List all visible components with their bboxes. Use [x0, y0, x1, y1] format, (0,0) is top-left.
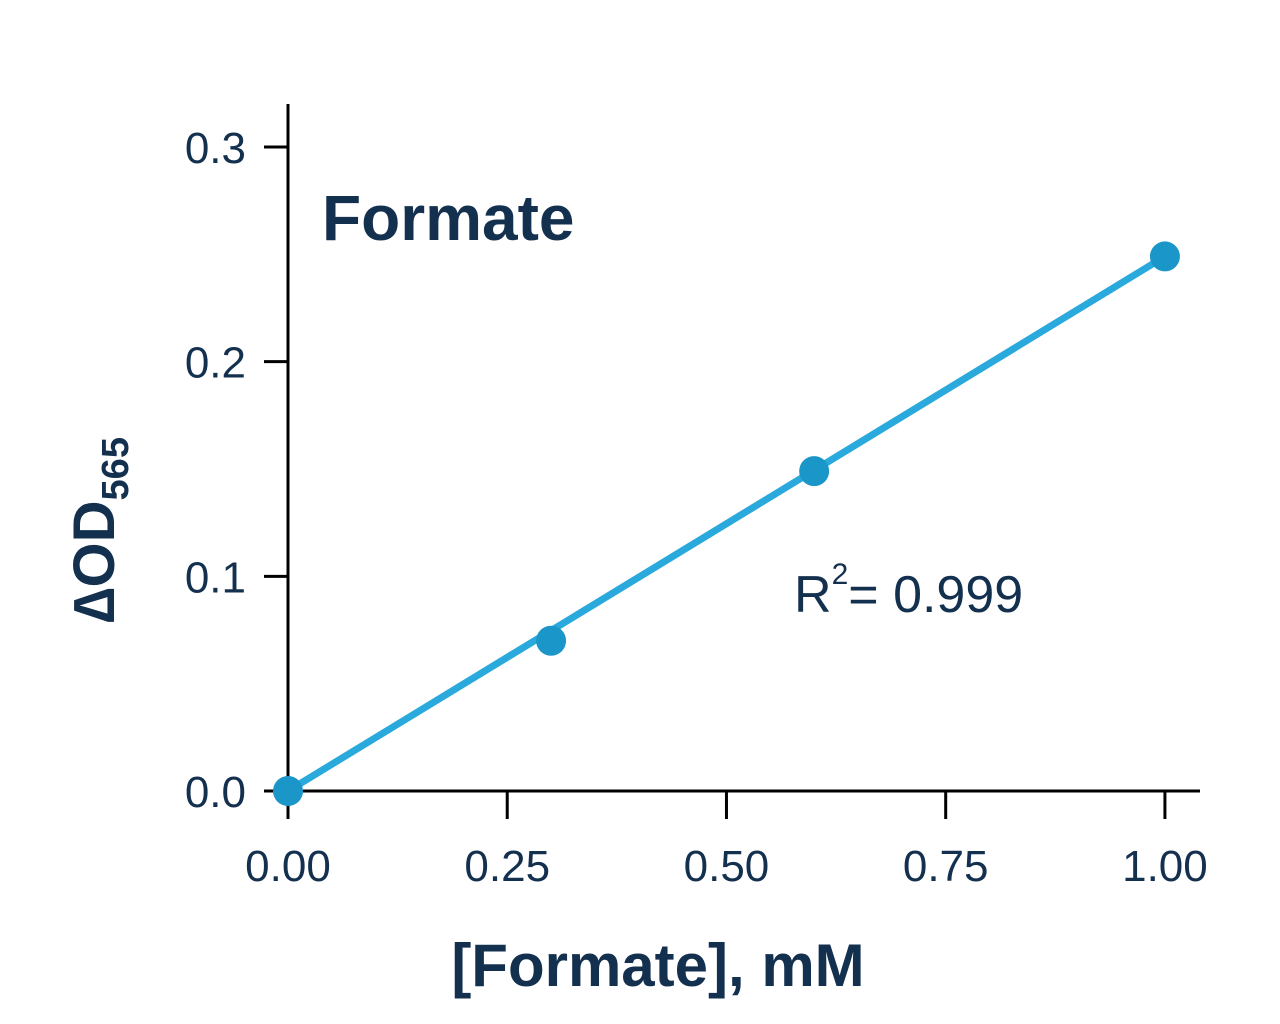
plot-area: [273, 241, 1180, 806]
y-axis-title-subscript: 565: [95, 437, 137, 500]
x-tick-label: 0.00: [245, 842, 331, 891]
delta-symbol: ∆: [62, 587, 127, 623]
y-axis-title-main: OD: [62, 500, 127, 587]
y-ticks: 0.0 0.1 0.2 0.3: [185, 124, 288, 817]
x-ticks: 0.00 0.25 0.50 0.75 1.00: [245, 791, 1208, 891]
r-squared-annotation: R2= 0.999: [794, 558, 1023, 624]
y-tick-label: 0.2: [185, 339, 246, 388]
x-tick-label: 1.00: [1122, 842, 1208, 891]
r-squared-value: = 0.999: [848, 566, 1023, 624]
y-tick-label: 0.3: [185, 124, 246, 173]
r-squared-superscript: 2: [832, 558, 849, 591]
data-point: [1149, 241, 1180, 272]
chart-title: Formate: [322, 182, 575, 254]
y-axis-title: ∆OD565: [62, 437, 137, 623]
data-point: [799, 456, 830, 487]
x-tick-label: 0.75: [903, 842, 989, 891]
y-tick-label: 0.0: [185, 768, 246, 817]
x-axis-title: [Formate], mM: [451, 932, 864, 999]
r-squared-base: R: [794, 566, 832, 624]
data-point: [536, 625, 567, 656]
axes: [266, 104, 1200, 793]
data-point: [273, 776, 303, 806]
x-tick-label: 0.50: [684, 842, 770, 891]
data-points: [273, 241, 1180, 806]
fit-line: [284, 252, 1169, 795]
y-tick-label: 0.1: [185, 553, 246, 602]
x-tick-label: 0.25: [464, 842, 550, 891]
